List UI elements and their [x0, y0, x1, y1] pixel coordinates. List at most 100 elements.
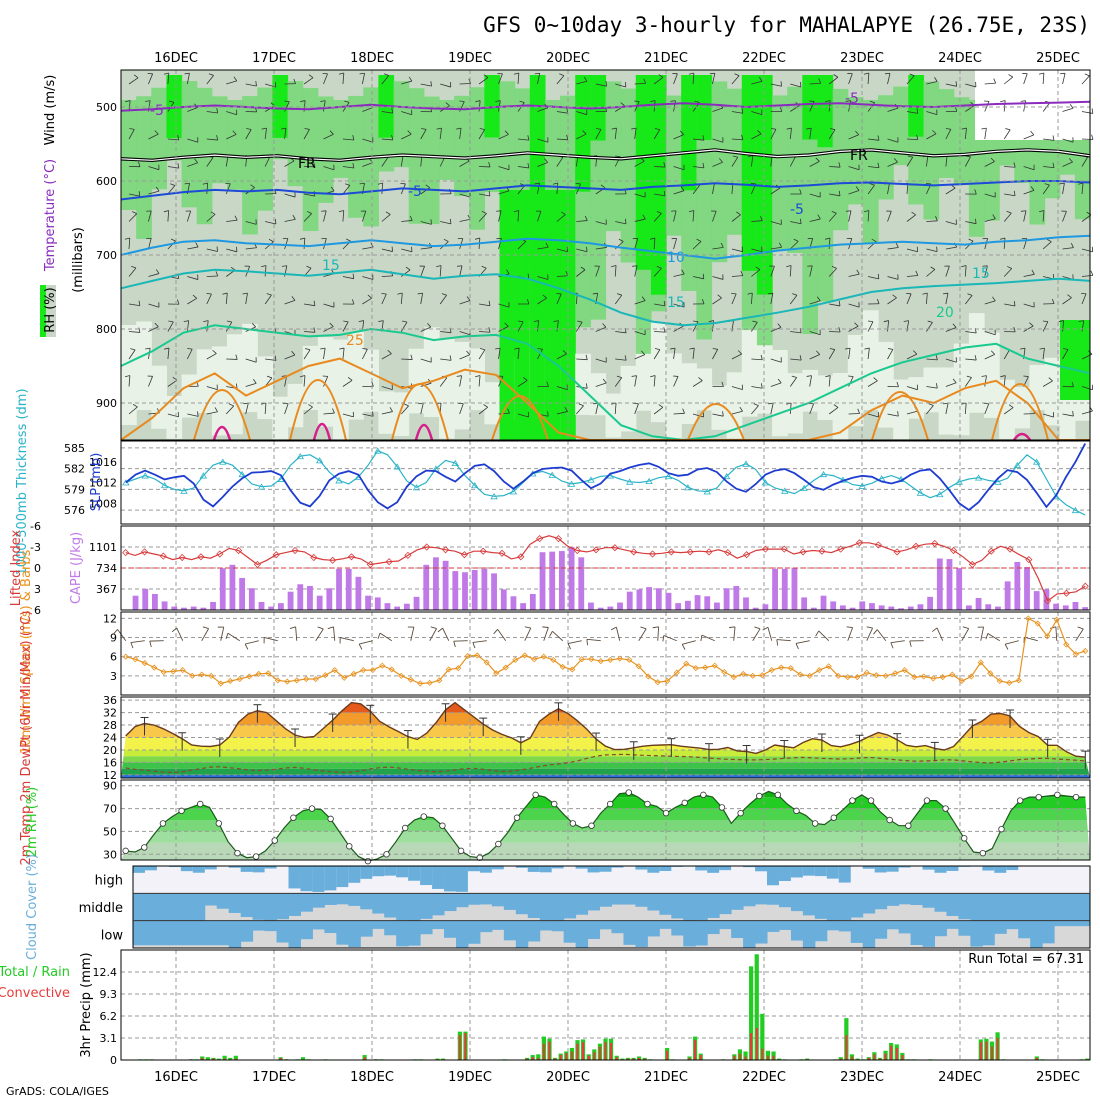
wind-barb [333, 626, 336, 641]
thickness-marker [664, 472, 673, 480]
rh-marker [606, 800, 614, 808]
wind-barb [346, 238, 351, 242]
cloud-cell [300, 866, 313, 892]
cape-bar [965, 605, 972, 610]
wind-barb [562, 350, 567, 355]
wind-barb [602, 378, 607, 384]
wind-barb [828, 76, 839, 85]
y-tick-label: 12.4 [93, 966, 118, 979]
wind-barb [926, 269, 936, 277]
wind-speed-marker [284, 678, 291, 685]
wind-barb [556, 320, 559, 332]
cape-bar [607, 606, 614, 610]
rh-cell [696, 75, 713, 141]
wind-barb [1029, 322, 1034, 327]
wind-barb [242, 292, 248, 295]
wind-barb [1003, 76, 1014, 85]
dewpoint-line [125, 753, 1086, 774]
wind-barb [818, 78, 822, 84]
rh-cell [242, 323, 258, 413]
wind-barb [830, 128, 836, 131]
wind-barb [417, 292, 423, 295]
wind-barb [1008, 404, 1014, 408]
cloud-cell [767, 893, 780, 905]
wind-barb [634, 160, 645, 167]
wind-barb [552, 182, 558, 185]
wind-barb [1081, 111, 1093, 114]
wind-barb [757, 130, 762, 135]
rh-cell [136, 96, 152, 239]
wind-barb [854, 322, 859, 327]
cloud-cell [898, 866, 912, 868]
wind-barb [752, 628, 761, 641]
rh-marker [718, 804, 726, 811]
y-tick-label: 1016 [89, 456, 117, 469]
rh-marker [327, 815, 334, 823]
wind-speed-marker [132, 656, 139, 663]
cape-bar [839, 605, 846, 610]
cloud-cell [432, 920, 445, 930]
wind-barb [401, 220, 413, 222]
cloud-cell [527, 893, 541, 918]
wind-speed-marker [445, 666, 452, 673]
cape-bar [316, 595, 323, 610]
wind-barb [478, 349, 486, 360]
wind-barb [965, 105, 975, 112]
thickness-marker [393, 463, 401, 470]
rh-marker [476, 854, 483, 861]
rh-cell [635, 75, 652, 270]
wind-speed-marker [578, 656, 585, 663]
wind-barb [537, 320, 540, 332]
wind-barb [308, 404, 313, 408]
wind-barb [343, 320, 349, 323]
thickness-marker [645, 477, 653, 485]
date-label-top: 25DEC [1036, 51, 1080, 66]
wind-barb [230, 266, 236, 271]
wind-barb [1007, 266, 1012, 269]
wind-barb [654, 166, 666, 168]
cloud-cell [252, 920, 266, 931]
wind-barb [202, 182, 208, 185]
rh-marker [1054, 791, 1061, 799]
wind-barb [409, 215, 413, 221]
wind-barb [945, 246, 957, 250]
precip-convective-bar [626, 1058, 629, 1060]
cloud-cell [814, 920, 828, 942]
wind-barb [170, 183, 176, 186]
wind-barb [876, 298, 880, 304]
wind-barb [517, 380, 528, 387]
wind-barb [828, 100, 831, 112]
rh-marker [383, 851, 390, 858]
cape-bar [849, 607, 856, 610]
temperature-contour [871, 391, 929, 441]
wind-barb [906, 410, 918, 415]
wind-barb [1003, 407, 1014, 415]
wind-barb [955, 81, 958, 87]
wind-barb [750, 293, 753, 305]
wind-barb [829, 303, 841, 307]
cloud-cell [838, 893, 852, 921]
axis-label: Lifted Index [9, 529, 24, 606]
cloud-cell [802, 893, 816, 916]
wind-barb [226, 320, 232, 323]
wind-barb [584, 215, 588, 221]
wind-speed-marker [274, 677, 281, 684]
wind-barb [479, 193, 490, 197]
wind-barb [809, 331, 821, 336]
wind-speed-marker [540, 653, 547, 660]
thickness-line [125, 449, 1086, 516]
wind-barb [855, 186, 860, 191]
wind-barb [378, 320, 384, 322]
wind-barb [459, 331, 471, 336]
lifted-index-marker [743, 551, 751, 559]
wind-barb [809, 354, 820, 360]
wind-barb [537, 107, 548, 112]
cloud-cell [491, 893, 505, 907]
wind-barb [177, 299, 180, 305]
wind-barb [809, 300, 821, 305]
cape-bar [801, 597, 808, 610]
cloud-cell [420, 866, 433, 886]
wind-barb [440, 221, 452, 225]
wind-barb [945, 187, 956, 195]
wind-barb [611, 265, 617, 268]
